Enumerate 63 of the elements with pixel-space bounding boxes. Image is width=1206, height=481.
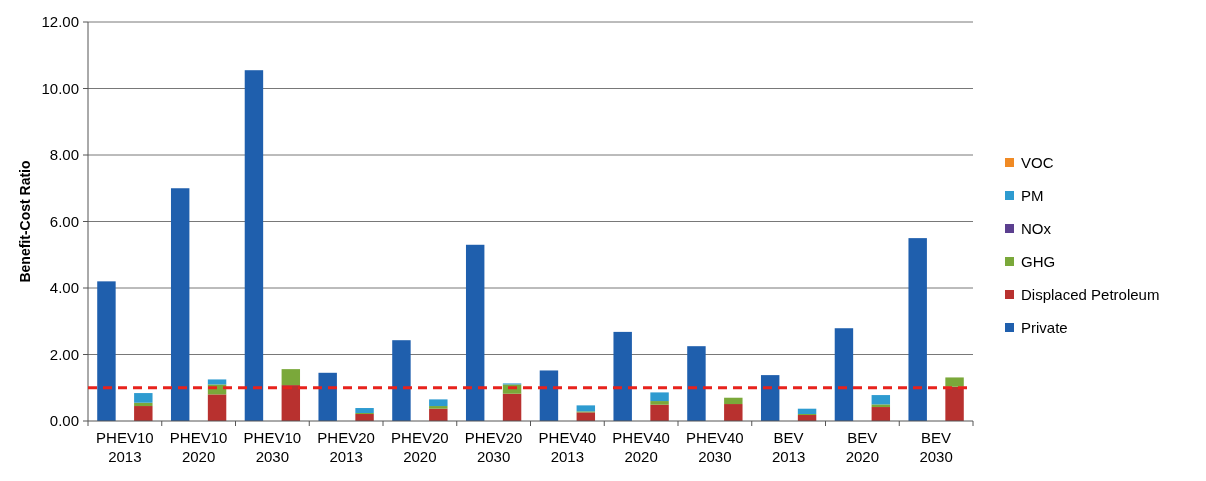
bar (724, 397, 743, 405)
bar (134, 393, 153, 403)
bar (502, 393, 522, 421)
bar (281, 385, 301, 421)
bar (355, 408, 374, 414)
bar (134, 402, 153, 407)
bar (797, 408, 817, 415)
bar (724, 404, 743, 421)
bar (539, 370, 559, 421)
y-tick-label: 4.00 (49, 279, 79, 297)
bar (576, 412, 596, 421)
y-tick-label: 0.00 (49, 412, 79, 430)
x-tick-label: PHEV20 2030 (464, 429, 523, 465)
bar (97, 281, 116, 421)
bar (392, 340, 411, 421)
bar (945, 377, 964, 387)
x-tick-label: BEV 2013 (771, 429, 806, 465)
bar (687, 346, 706, 421)
x-tick-label: PHEV40 2013 (538, 429, 597, 465)
bar (429, 406, 448, 409)
bar (945, 386, 964, 421)
x-tick-label: BEV 2020 (845, 429, 880, 465)
bar (650, 404, 669, 421)
y-tick-label: 2.00 (49, 345, 79, 363)
bar (170, 188, 190, 421)
bar (871, 404, 891, 408)
bar (871, 395, 891, 405)
y-tick-label: 12.00 (41, 13, 79, 31)
bar (871, 407, 891, 421)
bar (576, 405, 596, 412)
x-tick-label: PHEV20 2013 (317, 429, 375, 465)
bar (834, 328, 854, 421)
x-tick-label: PHEV20 2020 (391, 429, 449, 465)
x-tick-label: BEV 2030 (919, 429, 953, 465)
bar (207, 394, 227, 421)
legend-label: PM (1021, 187, 1044, 205)
bar (244, 70, 264, 421)
bar (613, 331, 632, 421)
legend-label: NOx (1021, 220, 1052, 238)
bar (650, 401, 669, 405)
bar (908, 238, 927, 421)
y-tick-label: 10.00 (41, 79, 79, 97)
bar (281, 369, 301, 386)
legend-label: Displaced Petroleum (1021, 286, 1160, 304)
bar (650, 392, 669, 402)
x-tick-label: PHEV10 2030 (243, 429, 302, 465)
x-tick-label: PHEV40 2020 (612, 429, 670, 465)
legend-label: VOC (1021, 154, 1054, 172)
bar (134, 406, 153, 421)
bar (429, 399, 448, 407)
y-tick-label: 6.00 (49, 212, 79, 230)
bar (318, 372, 337, 421)
legend-label: GHG (1021, 253, 1056, 271)
bar (207, 379, 227, 385)
x-tick-label: PHEV10 2013 (96, 429, 154, 465)
x-tick-label: PHEV40 2030 (686, 429, 744, 465)
legend-label: Private (1021, 319, 1068, 337)
bar (465, 244, 485, 421)
bar (429, 408, 448, 421)
x-tick-label: PHEV10 2020 (169, 429, 228, 465)
bar (760, 375, 780, 421)
y-tick-label: 8.00 (49, 146, 79, 164)
y-axis-title: Benefit-Cost Ratio (17, 160, 33, 283)
